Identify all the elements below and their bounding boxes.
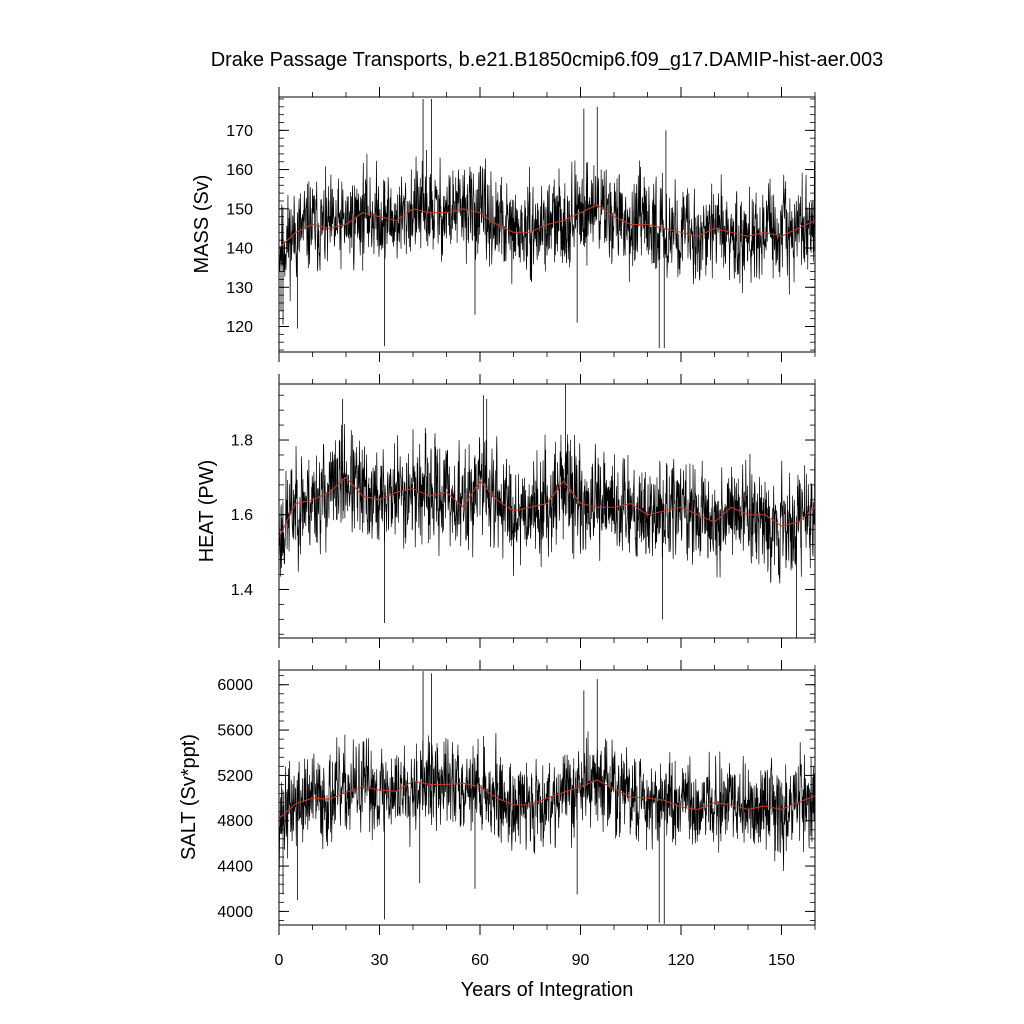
heat-axis-ticks: 1.4 1.6 1.8 <box>231 374 816 648</box>
mass-ytick-label: 150 <box>226 201 253 218</box>
mass-annual-mean-line <box>278 204 816 249</box>
mass-ytick-label: 130 <box>226 280 253 297</box>
mass-axis-ticks: 120 130 140 150 160 170 <box>226 87 816 362</box>
mass-ytick-label: 170 <box>226 123 253 140</box>
heat-monthly-series-line <box>278 423 816 584</box>
heat-plot-area <box>278 384 816 638</box>
salt-plot-area <box>278 671 816 924</box>
salt-ytick-label: 5600 <box>217 723 253 740</box>
salt-ytick-label: 4800 <box>217 813 253 830</box>
heat-ytick-label: 1.8 <box>231 433 253 450</box>
x-axis-label: Years of Integration <box>461 979 634 1001</box>
chart-title: Drake Passage Transports, b.e21.B1850cmi… <box>211 49 884 71</box>
x-tick-label: 120 <box>668 952 695 969</box>
salt-monthly-series-line <box>278 731 816 872</box>
salt-ytick-label: 4400 <box>217 859 253 876</box>
x-tick-labels: 0 30 60 90 120 150 <box>275 952 795 969</box>
x-tick-label: 90 <box>572 952 590 969</box>
x-tick-label: 60 <box>471 952 489 969</box>
heat-annual-mean-line <box>278 476 816 538</box>
heat-panel: 1.4 1.6 1.8 HEAT (PW) <box>196 374 816 648</box>
salt-y-axis-label: SALT (Sv*ppt) <box>178 734 200 860</box>
x-tick-label: 30 <box>371 952 389 969</box>
salt-ytick-label: 4000 <box>217 904 253 921</box>
x-tick-label: 0 <box>275 952 284 969</box>
mass-monthly-series-line <box>278 153 816 302</box>
mass-panel: 120 130 140 150 160 170 MASS (Sv) <box>191 87 816 362</box>
mass-plot-area <box>278 98 816 349</box>
heat-y-axis-label: HEAT (PW) <box>196 460 218 563</box>
heat-ytick-label: 1.4 <box>231 582 253 599</box>
salt-annual-mean-line <box>278 779 816 819</box>
x-tick-label: 150 <box>768 952 795 969</box>
salt-ytick-label: 6000 <box>217 677 253 694</box>
salt-axis-ticks: 4000 4400 4800 5200 5600 6000 <box>217 660 816 935</box>
mass-ytick-label: 160 <box>226 162 253 179</box>
salt-panel: 4000 4400 4800 5200 5600 6000 SALT (Sv*ppt) <box>178 660 816 935</box>
mass-ytick-label: 120 <box>226 319 253 336</box>
mass-y-axis-label: MASS (Sv) <box>191 175 213 274</box>
mass-ytick-label: 140 <box>226 241 253 258</box>
salt-ytick-label: 5200 <box>217 768 253 785</box>
heat-ytick-label: 1.6 <box>231 507 253 524</box>
